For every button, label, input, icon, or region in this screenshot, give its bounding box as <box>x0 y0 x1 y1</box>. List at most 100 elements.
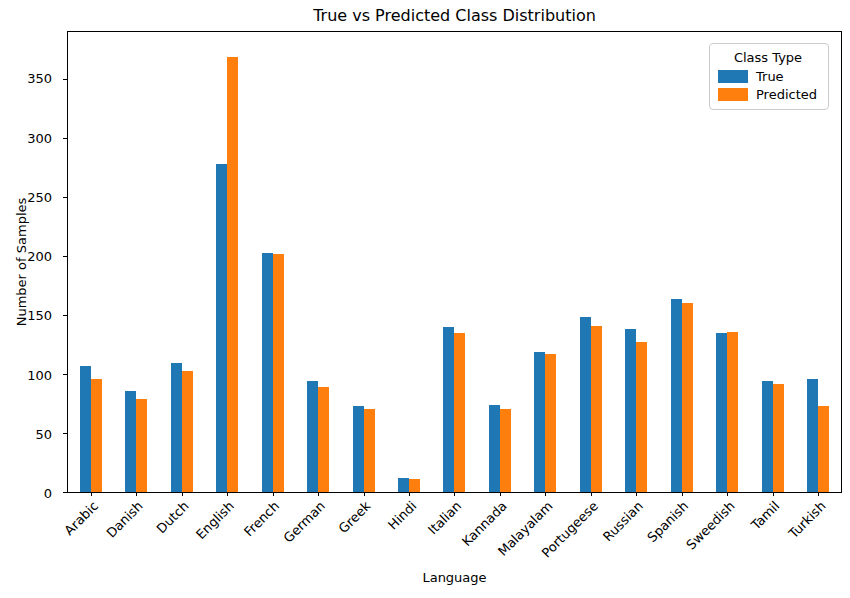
x-tick-mark-russian <box>636 492 637 496</box>
y-tick-mark-50 <box>63 433 67 434</box>
bar-predicted-italian <box>454 333 465 492</box>
y-tick-label-0: 0 <box>44 487 52 500</box>
x-tick-mark-portugeese <box>591 492 592 496</box>
bar-group-spanish: Spanish <box>659 32 704 492</box>
x-tick-mark-danish <box>136 492 137 496</box>
x-tick-label-hindi: Hindi <box>385 499 418 532</box>
bar-true-turkish <box>807 379 818 492</box>
bar-predicted-malayalam <box>545 354 556 492</box>
bar-predicted-portugeese <box>591 326 602 492</box>
bar-group-italian: Italian <box>432 32 477 492</box>
bar-true-hindi <box>398 478 409 492</box>
chart-title: True vs Predicted Class Distribution <box>67 6 842 25</box>
x-tick-mark-tamil <box>773 492 774 496</box>
bar-predicted-tamil <box>773 384 784 493</box>
bar-group-greek: Greek <box>341 32 386 492</box>
bar-group-kannada: Kannada <box>477 32 522 492</box>
legend-swatch-true <box>718 70 748 83</box>
x-tick-label-italian: Italian <box>426 499 464 537</box>
bar-group-malayalam: Malayalam <box>523 32 568 492</box>
bar-group-english: English <box>204 32 249 492</box>
y-tick-mark-0 <box>63 492 67 493</box>
bar-group-russian: Russian <box>614 32 659 492</box>
bar-true-italian <box>443 327 454 492</box>
x-tick-label-greek: Greek <box>336 499 373 536</box>
legend-title: Class Type <box>718 50 818 65</box>
bar-predicted-danish <box>136 399 147 492</box>
bar-true-dutch <box>171 363 182 492</box>
x-tick-mark-italian <box>454 492 455 496</box>
bar-true-russian <box>625 329 636 492</box>
x-tick-mark-hindi <box>409 492 410 496</box>
bar-true-portugeese <box>580 317 591 492</box>
bar-true-tamil <box>762 381 773 492</box>
y-tick-label-350: 350 <box>27 72 52 85</box>
legend-swatch-predicted <box>718 88 748 101</box>
bar-predicted-russian <box>636 342 647 492</box>
x-tick-label-spanish: Spanish <box>646 499 691 544</box>
x-tick-mark-turkish <box>818 492 819 496</box>
figure: True vs Predicted Class Distribution Num… <box>0 0 850 598</box>
x-tick-label-tamil: Tamil <box>749 499 782 532</box>
bar-true-sweedish <box>716 333 727 492</box>
bar-true-english <box>216 164 227 492</box>
y-tick-label-250: 250 <box>27 190 52 203</box>
bar-predicted-spanish <box>682 303 693 492</box>
bar-group-hindi: Hindi <box>386 32 431 492</box>
x-tick-mark-sweedish <box>727 492 728 496</box>
legend: Class Type True Predicted <box>709 43 829 110</box>
bar-predicted-kannada <box>500 409 511 492</box>
x-tick-mark-arabic <box>91 492 92 496</box>
plot-area: ArabicDanishDutchEnglishFrenchGermanGree… <box>67 31 842 493</box>
legend-label-true: True <box>756 70 784 83</box>
legend-item-true: True <box>718 70 818 83</box>
x-tick-label-english: English <box>194 499 236 541</box>
bar-group-arabic: Arabic <box>68 32 113 492</box>
legend-label-predicted: Predicted <box>756 88 817 101</box>
y-tick-label-300: 300 <box>27 131 52 144</box>
bar-group-danish: Danish <box>113 32 158 492</box>
bar-predicted-german <box>318 387 329 492</box>
bar-true-kannada <box>489 405 500 492</box>
x-tick-mark-english <box>227 492 228 496</box>
bar-group-french: French <box>250 32 295 492</box>
y-axis-tick-labels: 050100150200250300350 <box>0 31 60 493</box>
bar-true-malayalam <box>534 352 545 492</box>
bar-predicted-turkish <box>818 406 829 492</box>
x-tick-label-sweedish: Sweedish <box>684 499 737 552</box>
x-tick-label-german: German <box>281 499 327 545</box>
x-tick-label-french: French <box>242 499 282 539</box>
x-tick-mark-spanish <box>682 492 683 496</box>
x-axis-label: Language <box>67 570 842 585</box>
y-tick-mark-250 <box>63 197 67 198</box>
x-tick-label-dutch: Dutch <box>154 499 191 536</box>
y-tick-label-100: 100 <box>27 368 52 381</box>
y-tick-mark-300 <box>63 138 67 139</box>
x-tick-label-russian: Russian <box>601 499 646 544</box>
bar-true-danish <box>125 391 136 492</box>
legend-item-predicted: Predicted <box>718 88 818 101</box>
y-tick-mark-200 <box>63 256 67 257</box>
bar-group-dutch: Dutch <box>159 32 204 492</box>
bar-group-german: German <box>295 32 340 492</box>
bar-predicted-arabic <box>91 379 102 492</box>
bar-predicted-english <box>227 57 238 492</box>
y-tick-label-50: 50 <box>35 427 52 440</box>
x-tick-mark-german <box>318 492 319 496</box>
y-tick-mark-350 <box>63 79 67 80</box>
y-tick-label-150: 150 <box>27 309 52 322</box>
y-tick-label-200: 200 <box>27 250 52 263</box>
bar-predicted-dutch <box>182 371 193 492</box>
bar-predicted-hindi <box>409 479 420 492</box>
y-tick-mark-150 <box>63 315 67 316</box>
legend-items: True Predicted <box>718 70 818 101</box>
bar-group-portugeese: Portugeese <box>568 32 613 492</box>
bar-true-spanish <box>671 299 682 492</box>
bar-true-greek <box>353 406 364 492</box>
x-tick-label-arabic: Arabic <box>62 499 100 537</box>
bar-predicted-sweedish <box>727 332 738 492</box>
bar-predicted-french <box>273 254 284 492</box>
bar-predicted-greek <box>364 409 375 492</box>
bar-true-arabic <box>80 366 91 492</box>
x-tick-mark-french <box>273 492 274 496</box>
